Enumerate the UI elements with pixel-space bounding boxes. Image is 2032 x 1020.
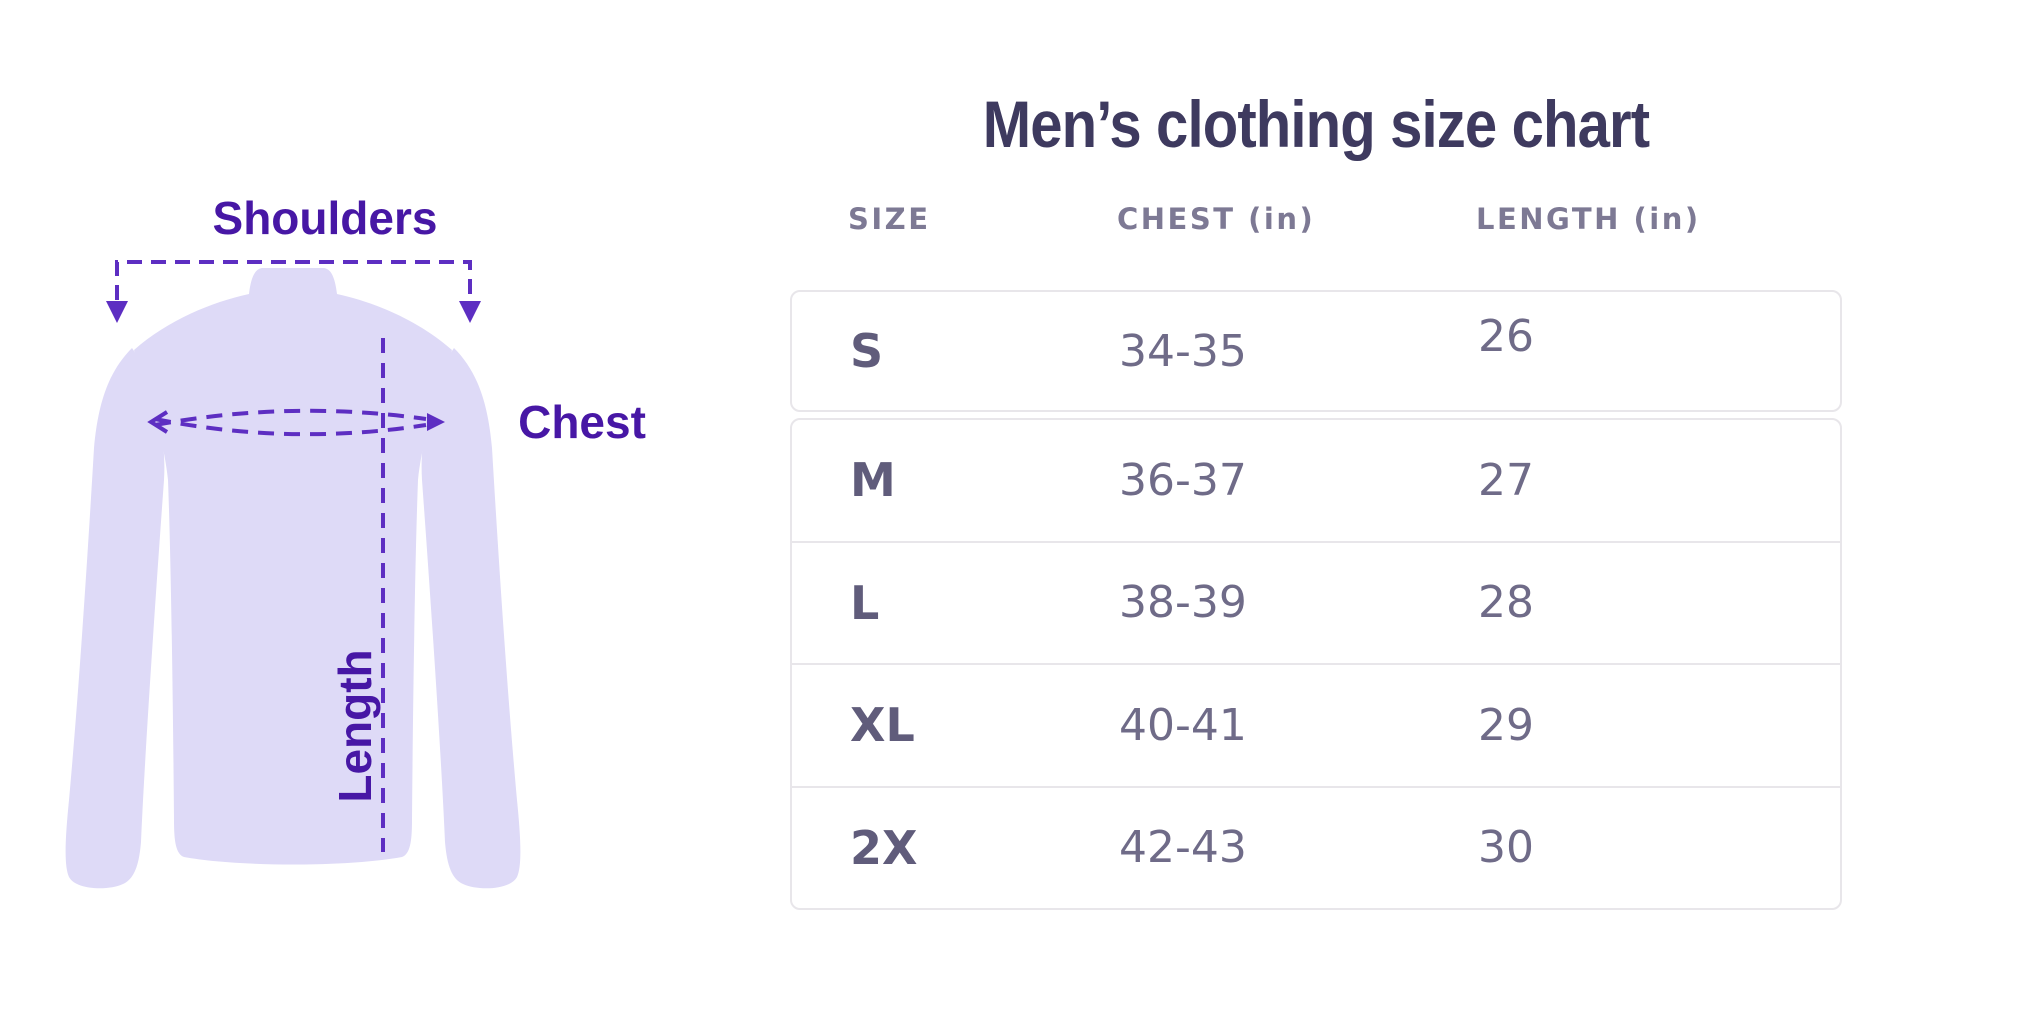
length-label: Length bbox=[329, 649, 381, 802]
chest-cell: 42-43 bbox=[1119, 822, 1247, 874]
page-title: Men’s clothing size chart bbox=[982, 87, 1650, 161]
table-row: S 34-35 26 bbox=[792, 292, 1840, 410]
size-cell: M bbox=[850, 453, 896, 508]
column-header-chest: CHEST (in) bbox=[1117, 202, 1316, 236]
size-cell: XL bbox=[850, 698, 915, 753]
shirt-silhouette bbox=[65, 268, 521, 889]
column-header-length: LENGTH (in) bbox=[1476, 202, 1701, 236]
shirt-torso bbox=[134, 268, 452, 865]
chest-measure-ellipse bbox=[154, 408, 427, 437]
length-cell: 26 bbox=[1478, 310, 1534, 362]
size-cell: S bbox=[850, 324, 884, 378]
table-row: L 38-39 28 bbox=[792, 540, 1840, 664]
length-cell: 29 bbox=[1478, 699, 1534, 751]
size-cell: L bbox=[850, 575, 880, 630]
chest-cell: 36-37 bbox=[1119, 454, 1247, 506]
arrow-down-icon bbox=[106, 301, 481, 323]
chest-label: Chest bbox=[518, 396, 646, 448]
shirt-left-sleeve bbox=[65, 348, 165, 889]
arrow-right-icon bbox=[427, 413, 445, 431]
length-cell: 28 bbox=[1478, 577, 1534, 629]
shoulders-label: Shoulders bbox=[213, 192, 438, 244]
chest-cell: 38-39 bbox=[1119, 577, 1247, 629]
size-chart-panel: Men’s clothing size chart SIZE CHEST (in… bbox=[790, 87, 1842, 950]
shoulders-measure-bracket bbox=[115, 260, 472, 300]
table-header-row: SIZE CHEST (in) LENGTH (in) bbox=[790, 202, 1842, 236]
chest-cell: 34-35 bbox=[1119, 325, 1247, 377]
length-cell: 27 bbox=[1478, 454, 1534, 506]
arrow-left-icon bbox=[147, 410, 169, 434]
size-cell: 2X bbox=[850, 820, 918, 875]
table-row: M 36-37 27 bbox=[792, 420, 1840, 541]
length-cell: 30 bbox=[1478, 822, 1534, 874]
column-header-size: SIZE bbox=[848, 202, 931, 236]
table-row: 2X 42-43 30 bbox=[792, 785, 1840, 909]
table-card-rest: M 36-37 27 L 38-39 28 XL 40-41 29 2X 42-… bbox=[790, 418, 1842, 910]
chest-cell: 40-41 bbox=[1119, 699, 1247, 751]
table-card-first: S 34-35 26 bbox=[790, 290, 1842, 412]
shirt-right-sleeve bbox=[421, 348, 521, 889]
table-row: XL 40-41 29 bbox=[792, 663, 1840, 786]
shirt-measurement-diagram: Shoulders Chest Length bbox=[65, 192, 646, 889]
